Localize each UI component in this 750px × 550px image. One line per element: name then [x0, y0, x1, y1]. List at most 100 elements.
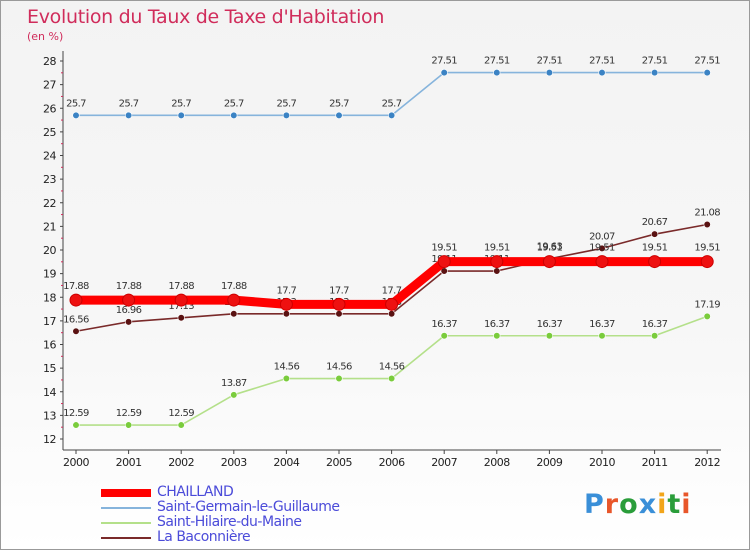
data-label: 25.7	[276, 98, 296, 109]
data-point	[385, 297, 399, 311]
data-label: 25.7	[119, 98, 139, 109]
data-point	[440, 332, 448, 340]
data-point	[595, 255, 609, 269]
data-point	[493, 332, 501, 340]
y-tick-label: 18	[43, 291, 56, 304]
data-point	[700, 255, 714, 269]
data-label: 27.51	[484, 56, 510, 67]
data-label: 17.88	[221, 281, 247, 292]
data-point	[124, 111, 133, 119]
data-label: 17.88	[168, 281, 194, 292]
data-label: 19.51	[694, 243, 720, 254]
data-point	[174, 293, 188, 307]
data-point	[72, 111, 80, 119]
series-2: 12.59 12.59 12.59 13.87 14.56 14.56 14.56 16.37…	[63, 299, 721, 429]
y-tick-label: 20	[43, 244, 56, 257]
data-label: 25.7	[66, 98, 86, 109]
x-tick-label: 2004	[273, 456, 299, 469]
data-point	[332, 297, 346, 311]
data-label: 16.37	[537, 319, 563, 330]
data-point	[282, 310, 291, 318]
data-point	[177, 314, 185, 322]
data-label: 17.7	[276, 285, 296, 296]
y-tick-label: 13	[43, 409, 56, 422]
data-label: 17.88	[116, 281, 142, 292]
y-tick-label: 23	[43, 173, 56, 186]
data-label: 19.51	[589, 243, 615, 254]
x-tick-label: 2008	[484, 456, 510, 469]
data-label: 17.88	[63, 281, 89, 292]
y-tick-label: 24	[43, 150, 56, 163]
x-tick-label: 2002	[168, 456, 194, 469]
data-label: 13.87	[221, 378, 247, 389]
logo-letter: P	[584, 489, 605, 520]
data-point	[388, 310, 396, 318]
data-point	[69, 293, 83, 307]
data-point	[437, 255, 451, 269]
logo-letter: t	[667, 489, 682, 520]
data-label: 12.59	[168, 408, 194, 419]
legend-swatch	[101, 506, 151, 509]
legend-swatch	[101, 488, 151, 497]
y-tick-label: 12	[43, 433, 56, 446]
data-point	[335, 310, 343, 318]
data-point	[493, 267, 501, 275]
data-point	[493, 68, 501, 77]
data-point	[650, 332, 659, 340]
data-label: 25.7	[329, 98, 349, 109]
y-tick-label: 17	[43, 315, 56, 328]
data-label: 19.51	[642, 243, 668, 254]
data-label: 16.37	[642, 319, 668, 330]
y-tick-label: 26	[43, 102, 56, 115]
series-3: 16.5616.9617.1317.317.317.317.319.1119.1…	[63, 207, 721, 335]
data-point	[177, 111, 185, 119]
data-point	[542, 255, 556, 269]
y-tick-label: 15	[43, 362, 56, 375]
x-tick-label: 2009	[536, 456, 562, 469]
legend-label: La Baconnière	[157, 529, 251, 545]
y-tick-label: 19	[43, 268, 56, 281]
x-tick-label: 2003	[221, 456, 247, 469]
series-0: 17.88 17.88 17.88 17.88 17.7 17.7 17.719.51 19.…	[63, 243, 721, 311]
logo-letter: x	[638, 489, 658, 520]
data-point	[72, 327, 80, 335]
y-tick-label: 28	[43, 55, 56, 68]
data-point	[282, 374, 291, 383]
x-tick-label: 2001	[116, 456, 142, 469]
data-point	[650, 68, 659, 77]
data-label: 17.7	[382, 285, 402, 296]
data-point	[124, 318, 133, 326]
data-point	[335, 374, 343, 383]
data-point	[545, 68, 554, 77]
data-point	[282, 111, 291, 119]
data-point	[279, 297, 293, 311]
data-label: 14.56	[379, 362, 405, 373]
data-label: 27.51	[694, 56, 720, 67]
data-point	[440, 68, 448, 77]
legend-label: Saint-Germain-le-Guillaume	[157, 499, 340, 515]
data-label: 19.51	[431, 243, 457, 254]
data-point	[598, 68, 606, 77]
data-point	[650, 230, 659, 238]
data-point	[335, 111, 343, 119]
data-point	[230, 391, 238, 399]
data-point	[598, 332, 606, 340]
logo-letter: o	[619, 489, 639, 520]
data-label: 16.37	[484, 319, 510, 330]
data-point	[230, 310, 238, 318]
y-tick-label: 16	[43, 339, 56, 352]
data-label: 19.63	[537, 242, 563, 253]
data-label: 19.51	[484, 243, 510, 254]
y-tick-label: 25	[43, 126, 56, 139]
x-tick-label: 2010	[589, 456, 615, 469]
proxiti-logo: Proxiti	[584, 489, 692, 520]
logo-letter: i	[657, 489, 668, 520]
logo-letter: r	[604, 489, 620, 520]
data-point	[72, 421, 80, 429]
series-1: 25.7 25.7 25.7 25.7 25.7 25.7 25.7 27.51 27.51 27…	[66, 56, 721, 119]
data-point	[177, 421, 185, 429]
data-label: 16.37	[589, 319, 615, 330]
data-label: 14.56	[274, 362, 300, 373]
data-point	[703, 68, 711, 77]
x-tick-label: 2005	[326, 456, 352, 469]
